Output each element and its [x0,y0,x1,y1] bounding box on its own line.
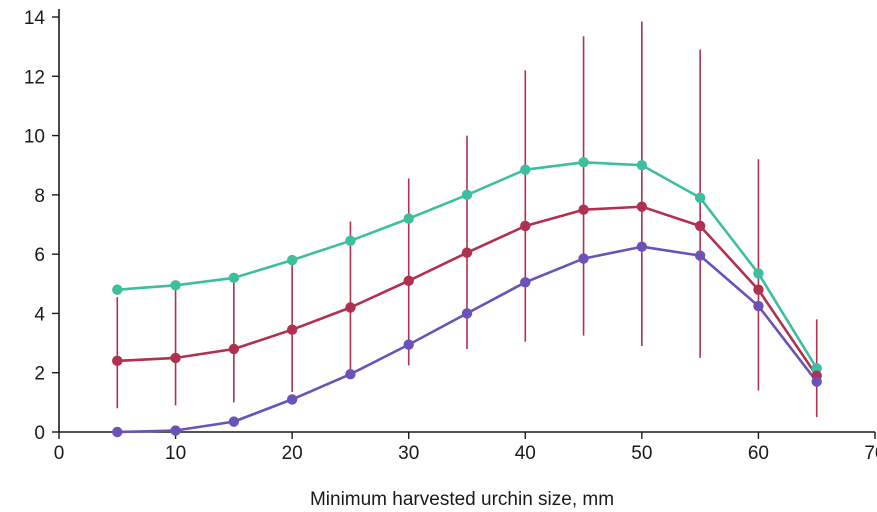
y-tick-label: 12 [24,67,45,88]
data-point-series-2 [170,352,181,364]
data-point-series-1 [286,254,298,266]
y-tick-label: 10 [24,127,45,148]
y-tick-label: 4 [34,304,45,325]
y-tick-label: 2 [34,364,45,385]
data-point-series-2 [520,220,531,232]
x-tick-label: 40 [515,443,536,464]
data-point-series-3 [694,250,706,261]
x-tick-label: 20 [282,443,303,464]
data-point-series-1 [811,363,822,374]
x-tick-label: 50 [631,443,652,464]
data-point-series-1 [520,164,531,175]
data-point-series-2 [753,284,764,295]
data-point-series-1 [753,268,764,279]
data-point-series-3 [403,339,414,350]
y-tick-label: 8 [34,186,45,207]
data-point-series-2 [286,324,298,335]
data-point-series-1 [112,284,123,295]
x-axis-title: Minimum harvested urchin size, mm [310,489,614,510]
data-point-series-1 [403,213,414,224]
axes: 0 10 20 30 40 50 60 70 0 2 4 6 8 10 12 14 [24,8,877,464]
data-point-series-3 [520,277,531,288]
data-point-series-1 [228,272,240,284]
data-point-series-2 [578,204,589,215]
data-point-series-2 [636,201,648,212]
data-point-series-3 [286,394,298,405]
data-point-series-3 [228,416,240,427]
data-point-series-3 [112,426,123,438]
data-point-series-2 [694,220,706,232]
error-bars [116,21,818,418]
y-tick-label: 6 [34,245,45,266]
data-point-series-1 [636,160,648,171]
y-tick-label: 0 [34,423,45,444]
data-point-series-1 [578,157,589,168]
x-tick-label: 0 [54,443,65,464]
data-point-series-2 [228,343,240,355]
data-point-series-1 [694,192,706,204]
data-point-series-3 [578,253,589,264]
data-point-series-3 [811,376,822,387]
data-point-series-2 [461,247,473,258]
data-point-series-2 [345,302,356,313]
x-tick-label: 30 [398,443,419,464]
data-point-series-1 [461,189,473,201]
data-point-series-3 [345,368,356,380]
data-point-series-2 [403,275,414,287]
data-point-series-1 [345,235,356,247]
x-tick-label: 10 [165,443,186,464]
y-tick-label: 14 [24,8,46,29]
data-point-series-3 [636,241,648,252]
data-point-series-1 [170,280,181,291]
data-point-series-3 [461,308,473,319]
x-tick-label: 70 [864,443,877,464]
data-point-series-3 [753,300,764,312]
data-point-series-2 [112,355,123,367]
x-tick-label: 60 [748,443,769,464]
data-points [112,157,822,438]
data-point-series-3 [170,425,181,436]
